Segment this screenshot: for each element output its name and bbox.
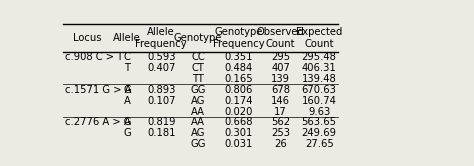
Text: AA: AA <box>191 107 205 117</box>
Text: 249.69: 249.69 <box>301 128 337 138</box>
Text: 0.031: 0.031 <box>224 139 253 149</box>
Text: 139.48: 139.48 <box>302 74 337 84</box>
Text: 0.301: 0.301 <box>224 128 253 138</box>
Text: Observed
Count: Observed Count <box>256 27 304 49</box>
Text: CC: CC <box>191 52 205 62</box>
Text: A: A <box>124 118 131 127</box>
Text: CT: CT <box>191 63 204 73</box>
Text: 139: 139 <box>271 74 290 84</box>
Text: 0.819: 0.819 <box>147 118 175 127</box>
Text: G: G <box>123 128 131 138</box>
Text: T: T <box>124 63 130 73</box>
Text: 295: 295 <box>271 52 290 62</box>
Text: 253: 253 <box>271 128 290 138</box>
Text: A: A <box>124 96 131 106</box>
Text: c.2776 A > G: c.2776 A > G <box>65 118 131 127</box>
Text: Expected
Count: Expected Count <box>296 27 342 49</box>
Text: 0.593: 0.593 <box>147 52 175 62</box>
Text: 0.107: 0.107 <box>147 96 175 106</box>
Text: 17: 17 <box>274 107 287 117</box>
Text: AG: AG <box>191 96 205 106</box>
Text: Locus: Locus <box>73 33 102 43</box>
Text: 0.181: 0.181 <box>147 128 175 138</box>
Text: Allele: Allele <box>113 33 141 43</box>
Text: 563.65: 563.65 <box>301 118 337 127</box>
Text: 407: 407 <box>271 63 290 73</box>
Text: 0.806: 0.806 <box>224 85 253 95</box>
Text: Allele
Frequency: Allele Frequency <box>136 27 187 49</box>
Text: 146: 146 <box>271 96 290 106</box>
Text: Genotype: Genotype <box>174 33 222 43</box>
Text: 0.893: 0.893 <box>147 85 175 95</box>
Text: 0.407: 0.407 <box>147 63 175 73</box>
Text: 0.351: 0.351 <box>224 52 253 62</box>
Text: AG: AG <box>191 128 205 138</box>
Text: 562: 562 <box>271 118 290 127</box>
Text: GG: GG <box>190 139 206 149</box>
Text: 0.165: 0.165 <box>224 74 253 84</box>
Text: 678: 678 <box>271 85 290 95</box>
Text: 9.63: 9.63 <box>308 107 330 117</box>
Text: 0.668: 0.668 <box>224 118 253 127</box>
Text: c.1571 G > A: c.1571 G > A <box>65 85 131 95</box>
Text: 0.020: 0.020 <box>224 107 253 117</box>
Text: c.908 C > T: c.908 C > T <box>65 52 123 62</box>
Text: TT: TT <box>192 74 204 84</box>
Text: C: C <box>124 52 131 62</box>
Text: AA: AA <box>191 118 205 127</box>
Text: 26: 26 <box>274 139 287 149</box>
Text: G: G <box>123 85 131 95</box>
Text: 0.174: 0.174 <box>224 96 253 106</box>
Text: 670.63: 670.63 <box>302 85 337 95</box>
Text: 0.484: 0.484 <box>224 63 253 73</box>
Text: 406.31: 406.31 <box>302 63 337 73</box>
Text: 27.65: 27.65 <box>305 139 334 149</box>
Text: GG: GG <box>190 85 206 95</box>
Text: 295.48: 295.48 <box>302 52 337 62</box>
Text: Genotype
Frequency: Genotype Frequency <box>212 27 264 49</box>
Text: 160.74: 160.74 <box>302 96 337 106</box>
